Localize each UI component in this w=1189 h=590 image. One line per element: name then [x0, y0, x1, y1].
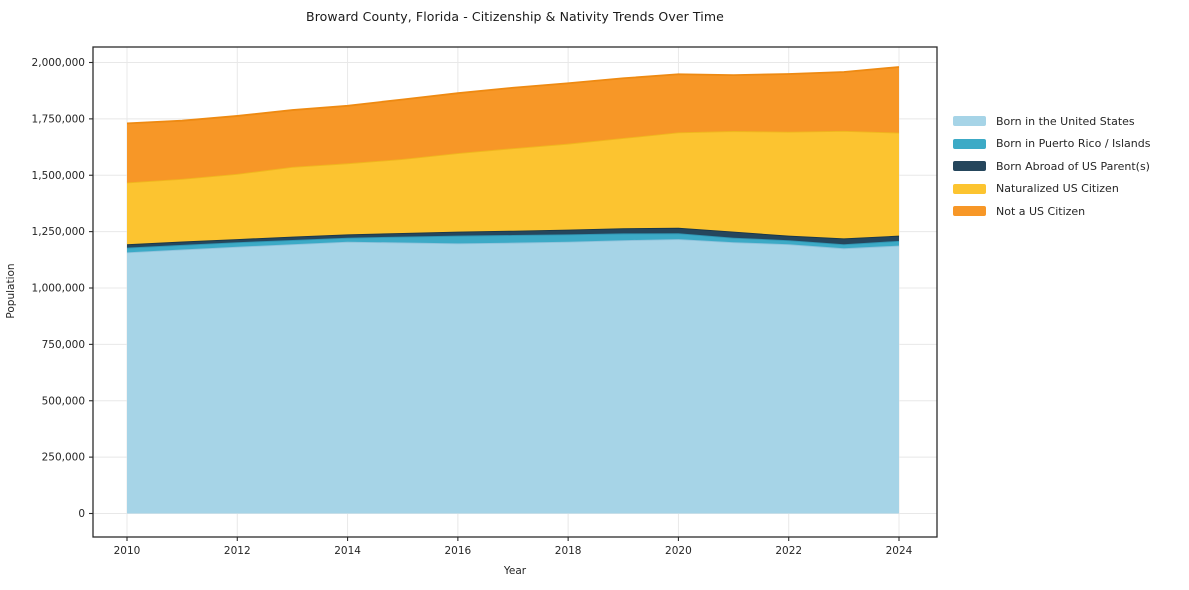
y-tick-label: 0: [78, 508, 85, 520]
y-tick-label: 1,500,000: [32, 170, 85, 182]
legend: Born in the United States Born in Puerto…: [953, 110, 1150, 223]
legend-label: Born in the United States: [996, 114, 1135, 128]
chart-title: Broward County, Florida - Citizenship & …: [306, 9, 724, 24]
legend-item-not-citizen: Not a US Citizen: [953, 200, 1150, 223]
legend-swatch-born-puerto-rico: [953, 138, 986, 149]
y-tick-label: 1,750,000: [32, 113, 85, 125]
y-tick-label: 250,000: [42, 452, 85, 464]
x-tick-label: 2010: [114, 545, 141, 557]
legend-swatch-not-citizen: [953, 206, 986, 217]
x-axis-label: Year: [503, 565, 527, 577]
x-tick-label: 2022: [775, 545, 802, 557]
legend-swatch-born-in-us: [953, 116, 986, 127]
x-tick-label: 2012: [224, 545, 251, 557]
y-tick-label: 750,000: [42, 339, 85, 351]
y-tick-label: 500,000: [42, 395, 85, 407]
y-tick-label: 2,000,000: [32, 57, 85, 69]
legend-swatch-naturalized: [953, 183, 986, 194]
legend-label: Naturalized US Citizen: [996, 182, 1119, 196]
y-tick-label: 1,250,000: [32, 226, 85, 238]
legend-label: Not a US Citizen: [996, 204, 1086, 218]
x-tick-label: 2016: [444, 545, 471, 557]
legend-item-born-in-us: Born in the United States: [953, 110, 1150, 133]
legend-item-born-abroad: Born Abroad of US Parent(s): [953, 155, 1150, 178]
legend-item-naturalized: Naturalized US Citizen: [953, 178, 1150, 201]
y-tick-label: 1,000,000: [32, 283, 85, 295]
legend-label: Born in Puerto Rico / Islands: [996, 137, 1151, 151]
x-tick-label: 2024: [886, 545, 913, 557]
x-tick-label: 2020: [665, 545, 692, 557]
y-axis-label: Population: [5, 263, 17, 319]
legend-swatch-born-abroad: [953, 161, 986, 172]
x-tick-label: 2014: [334, 545, 361, 557]
legend-label: Born Abroad of US Parent(s): [996, 159, 1150, 173]
x-tick-label: 2018: [555, 545, 582, 557]
legend-item-born-puerto-rico: Born in Puerto Rico / Islands: [953, 133, 1150, 156]
